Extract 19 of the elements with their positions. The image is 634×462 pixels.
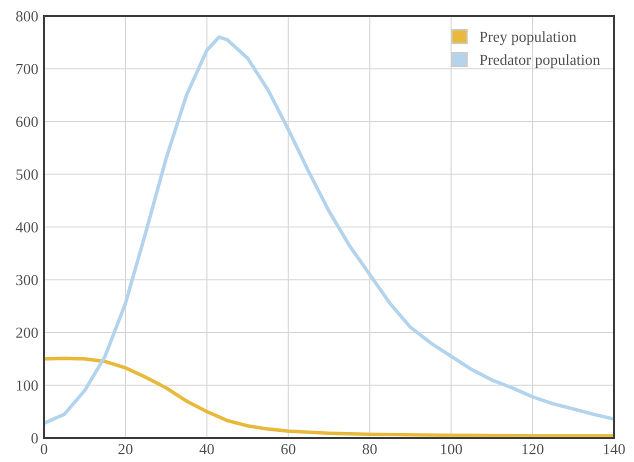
x-tick-label: 60 — [281, 444, 296, 454]
y-tick-label: 300 — [16, 274, 38, 286]
y-tick-label: 700 — [16, 64, 38, 74]
y-tick-label: 500 — [16, 169, 38, 180]
y-tick-label: 200 — [16, 328, 38, 338]
x-tick-label: 40 — [200, 444, 214, 454]
x-tick-label: 140 — [604, 444, 625, 454]
y-tick-label: 0 — [31, 433, 38, 444]
legend-label: Predator population — [480, 54, 600, 68]
x-tick-label: 20 — [118, 444, 132, 454]
y-tick-label: 100 — [16, 380, 38, 391]
y-tick-label: 600 — [16, 116, 38, 127]
x-tick-label: 120 — [522, 444, 544, 454]
legend-label: Prey population — [480, 31, 576, 46]
x-tick-label: 80 — [362, 444, 377, 454]
x-tick-label: 0 — [40, 444, 48, 454]
x-tick-label: 100 — [441, 444, 462, 454]
y-tick-label: 400 — [16, 222, 38, 232]
y-tick-label: 800 — [16, 11, 38, 22]
